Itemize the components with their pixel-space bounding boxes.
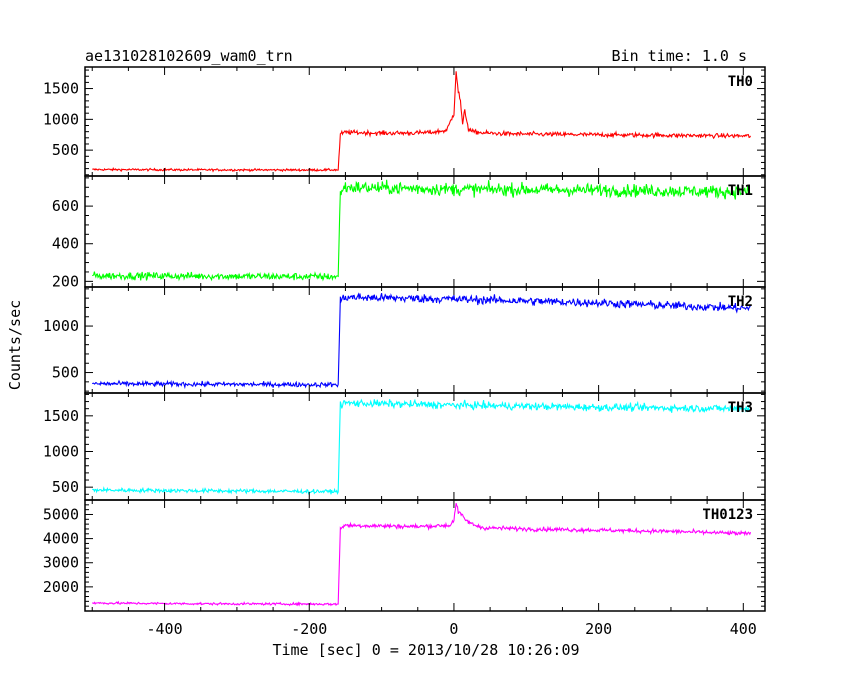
panel-frame-th0123	[84, 499, 766, 612]
panel-th0: 500 1000 1500 TH0	[43, 66, 766, 177]
y-tick-label: 4000	[43, 530, 79, 548]
x-tick-label: 0	[449, 620, 458, 638]
x-tick-label: 200	[585, 620, 612, 638]
panel-th3: 500 1000 1500 TH3	[43, 392, 766, 501]
x-tick-label: -400	[147, 620, 183, 638]
y-axis-title: Counts/sec	[6, 300, 24, 390]
x-axis-title: Time [sec] 0 = 2013/10/28 10:26:09	[272, 641, 579, 659]
panel-frame-th0	[84, 66, 766, 177]
y-tick-label: 1000	[43, 317, 79, 335]
panel-label-th3: TH3	[728, 400, 753, 416]
panels-group: 500 1000 1500 TH0 200 400 600 TH1 500 1000 TH2 500 1…	[43, 66, 766, 612]
x-tick-label: 400	[730, 620, 757, 638]
y-tick-label: 1000	[43, 110, 79, 128]
panel-frame-th2	[84, 286, 766, 394]
y-tick-label: 1000	[43, 442, 79, 460]
y-tick-label: 1500	[43, 407, 79, 425]
series-line-th1	[92, 179, 751, 282]
series-line-th3	[92, 398, 752, 496]
series-line-th0	[92, 71, 752, 173]
y-tick-label: 600	[52, 197, 79, 215]
y-tick-label: 1500	[43, 80, 79, 98]
series-line-th2	[91, 292, 751, 390]
plot-title-left: ae131028102609_wam0_trn	[85, 47, 293, 65]
y-tick-label: 5000	[43, 505, 79, 523]
panel-label-th1: TH1	[728, 183, 753, 199]
panel-th1: 200 400 600 TH1	[52, 175, 766, 290]
y-tick-label: 3000	[43, 554, 79, 572]
plot-title-right: Bin time: 1.0 s	[612, 47, 747, 65]
panel-label-th2: TH2	[728, 294, 753, 310]
panel-label-th0: TH0	[728, 74, 753, 90]
y-tick-label: 400	[52, 235, 79, 253]
y-tick-label: 2000	[43, 578, 79, 596]
panel-th2: 500 1000 TH2	[43, 286, 766, 394]
y-tick-label: 500	[52, 478, 79, 496]
series-line-th0123	[92, 503, 752, 607]
y-tick-label: 500	[52, 141, 79, 159]
panel-th0123: 2000 3000 4000 5000 TH0123	[43, 499, 766, 612]
x-tick-label: -200	[291, 620, 327, 638]
y-tick-label: 200	[52, 272, 79, 290]
x-tick-labels: -400 -200 0 200 400	[147, 620, 757, 638]
panel-label-th0123: TH0123	[702, 507, 753, 523]
y-tick-label: 500	[52, 364, 79, 382]
